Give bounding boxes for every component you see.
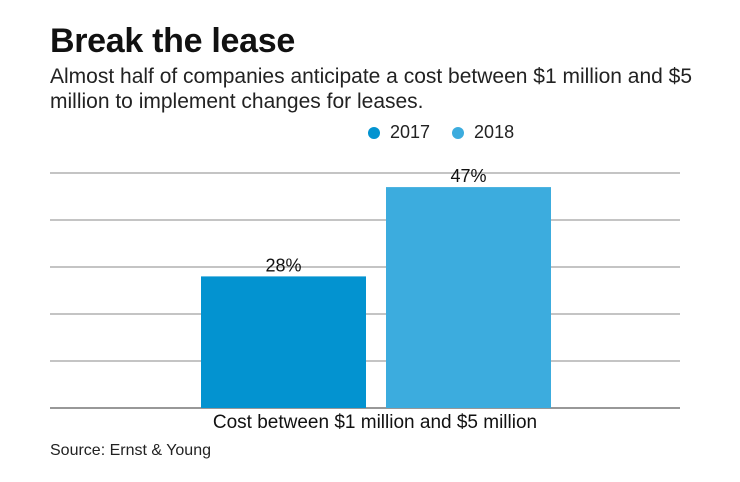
legend-swatch-icon	[452, 126, 465, 139]
chart-subtitle: Almost half of companies anticipate a co…	[50, 65, 693, 113]
chart-title: Break the lease	[50, 22, 295, 60]
bar-chart: 28% 47% Cost between $1 million and $5 mil…	[50, 166, 680, 433]
legend-label: 2017	[390, 122, 431, 142]
legend-item-2017: 2017	[368, 122, 430, 143]
data-label-2018: 47%	[450, 166, 486, 186]
bar-2017	[201, 276, 366, 408]
source-note: Source: Ernst & Young	[50, 442, 211, 459]
legend: 2017 2018	[368, 122, 536, 143]
x-tick-label: Cost between $1 million and $5 million	[213, 412, 537, 433]
legend-label: 2018	[474, 122, 515, 142]
legend-swatch-icon	[368, 126, 380, 139]
data-label-2017: 28%	[265, 255, 301, 275]
legend-item-2018: 2018	[452, 122, 514, 143]
bar-2018	[386, 187, 551, 408]
